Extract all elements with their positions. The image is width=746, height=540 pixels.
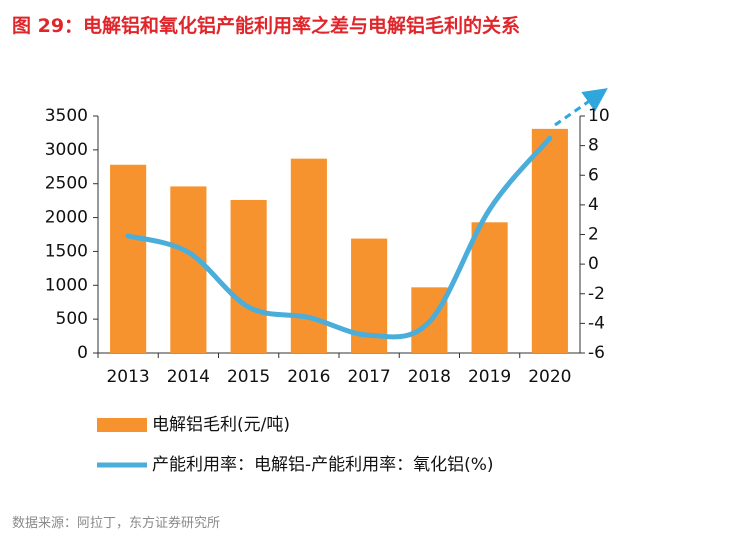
y2-tick-label: -4 bbox=[588, 313, 605, 333]
bar bbox=[230, 199, 267, 353]
chart-title: 图 29：电解铝和氧化铝产能利用率之差与电解铝毛利的关系 bbox=[12, 15, 521, 37]
y-tick-label: 1000 bbox=[45, 275, 88, 295]
bar bbox=[531, 128, 568, 353]
y2-tick-label: 8 bbox=[588, 136, 599, 156]
x-tick-label: 2019 bbox=[468, 367, 511, 387]
y2-tick-label: -6 bbox=[588, 343, 605, 363]
y-tick-label: 1500 bbox=[45, 241, 88, 261]
y-tick-label: 3500 bbox=[45, 106, 88, 126]
y2-tick-label: 0 bbox=[588, 254, 599, 274]
bar bbox=[170, 186, 207, 353]
y-tick-label: 3000 bbox=[45, 140, 88, 160]
bar bbox=[471, 222, 508, 353]
y2-tick-label: -2 bbox=[588, 284, 605, 304]
x-tick-label: 2014 bbox=[167, 367, 210, 387]
y-tick-label: 0 bbox=[77, 343, 88, 363]
x-tick-label: 2017 bbox=[347, 367, 390, 387]
y2-tick-label: 6 bbox=[588, 165, 599, 185]
bar bbox=[110, 164, 147, 353]
legend-label: 产能利用率：电解铝-产能利用率：氧化铝(%) bbox=[152, 455, 494, 475]
y2-tick-label: 10 bbox=[588, 106, 610, 126]
line bbox=[125, 135, 553, 340]
legend-swatch bbox=[97, 418, 147, 432]
y-tick-label: 2500 bbox=[45, 174, 88, 194]
y-tick-label: 500 bbox=[56, 309, 88, 329]
y2-tick-label: 4 bbox=[588, 195, 599, 215]
x-tick-label: 2018 bbox=[408, 367, 451, 387]
x-tick-label: 2015 bbox=[227, 367, 270, 387]
x-tick-label: 2020 bbox=[528, 367, 571, 387]
y2-tick-label: 2 bbox=[588, 225, 599, 245]
legend-label: 电解铝毛利(元/吨) bbox=[152, 415, 290, 435]
source-note: 数据来源：阿拉丁，东方证券研究所 bbox=[12, 516, 221, 531]
x-tick-label: 2013 bbox=[106, 367, 149, 387]
trend-arrow bbox=[554, 88, 608, 127]
x-tick-label: 2016 bbox=[287, 367, 330, 387]
y-tick-label: 2000 bbox=[45, 208, 88, 228]
